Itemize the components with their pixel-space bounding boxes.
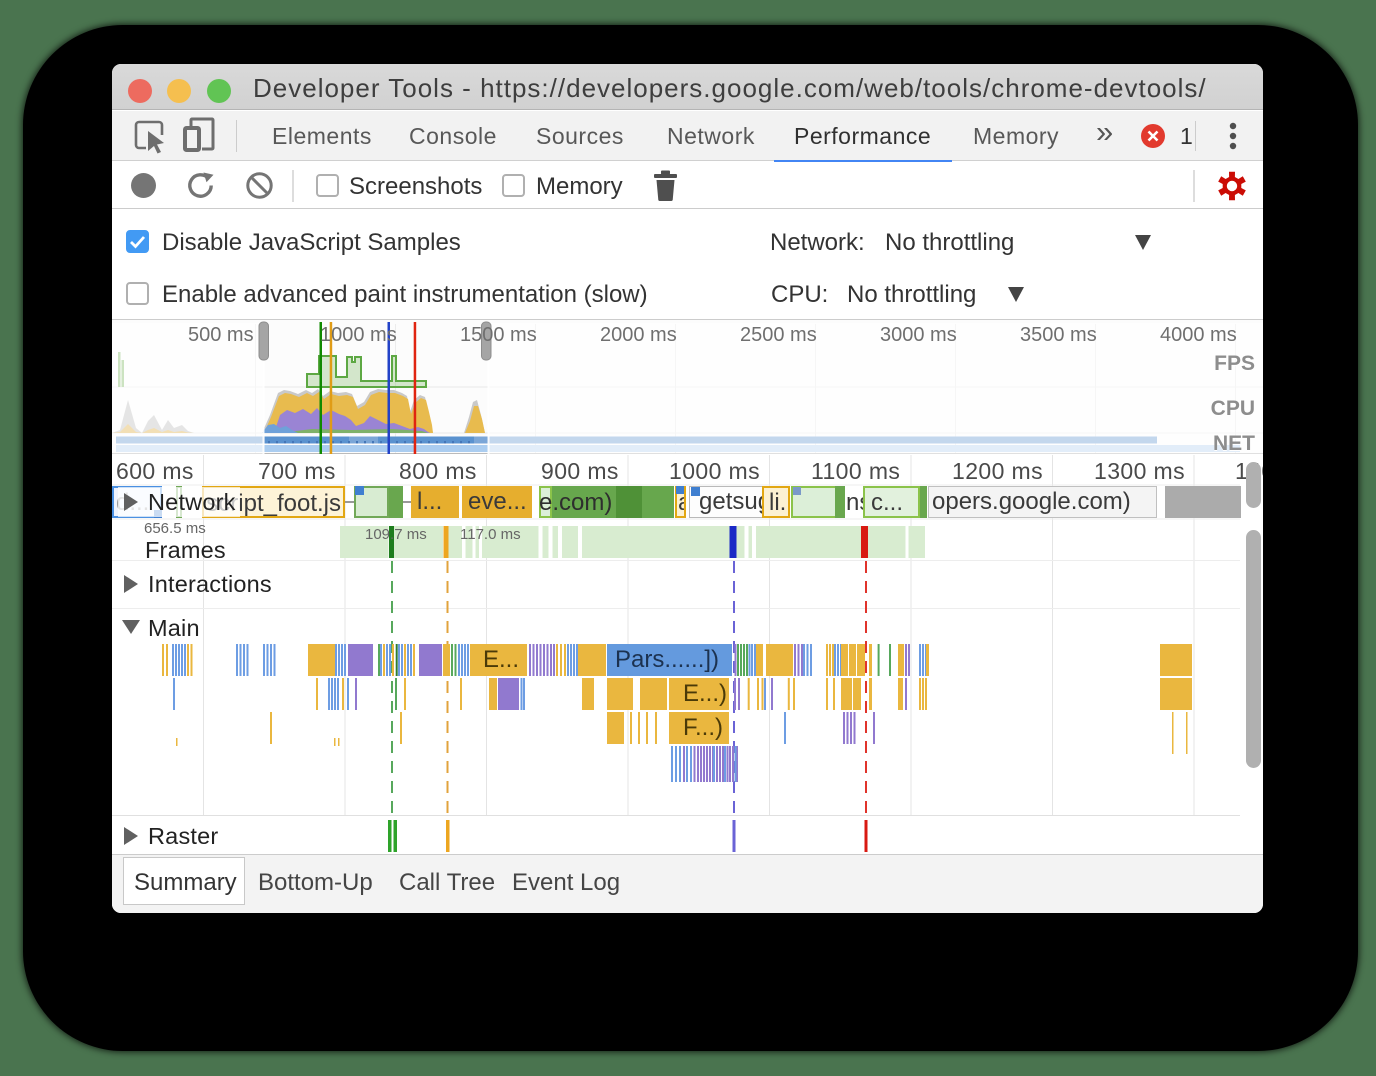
svg-text:E...: E... (483, 646, 519, 673)
svg-text:F...): F...) (683, 714, 723, 741)
svg-text:E...): E...) (683, 680, 727, 707)
svg-text:Pars......]): Pars......]) (615, 646, 719, 673)
